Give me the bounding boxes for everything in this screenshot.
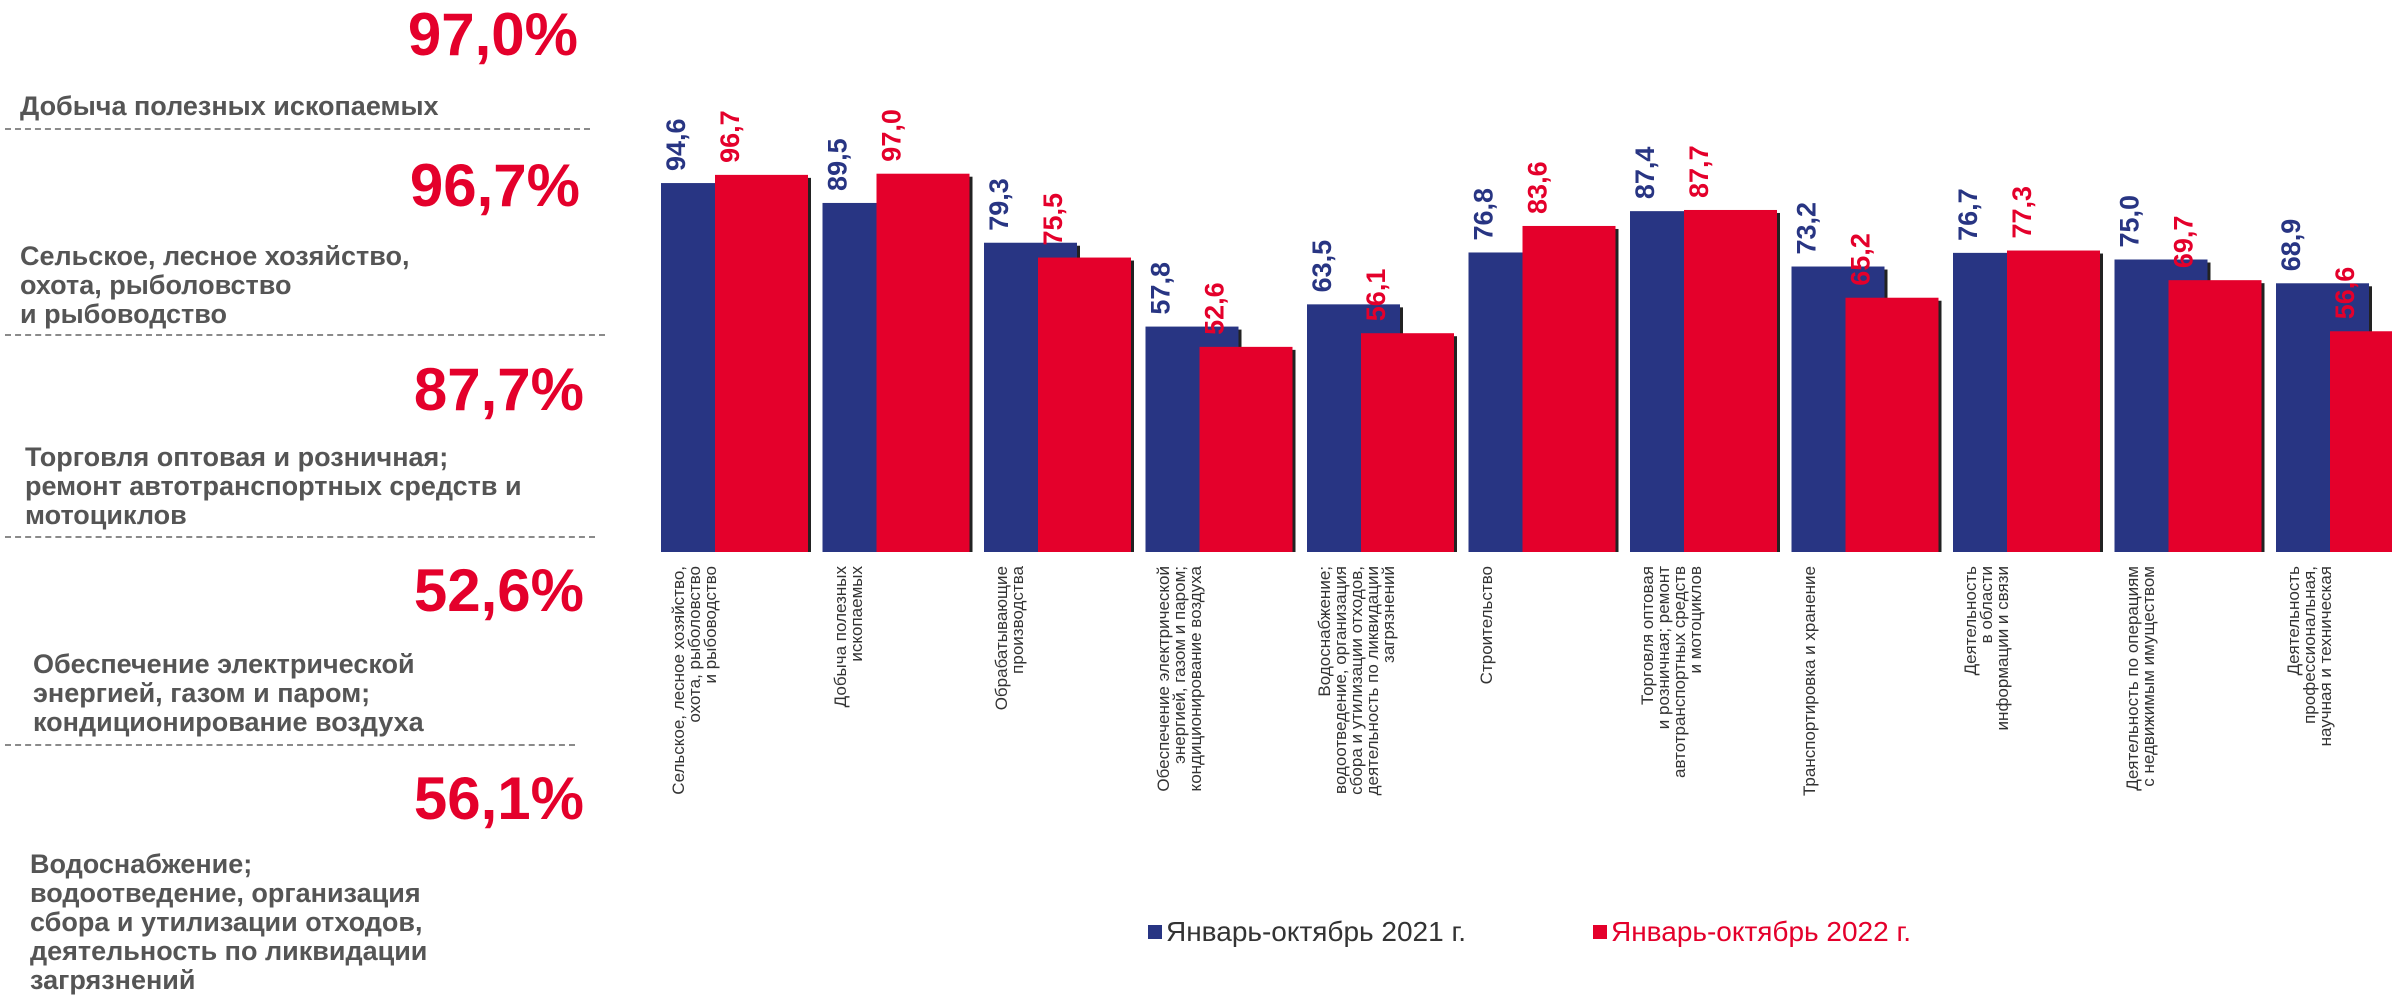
dashed-divider xyxy=(5,536,595,538)
legend-label: Январь-октябрь 2021 г. xyxy=(1166,916,1467,947)
bar-2022 xyxy=(876,173,970,552)
data-label: 75,5 xyxy=(1038,193,1068,246)
category-label: Водоснабжение; водоотведение, организаци… xyxy=(1315,566,1398,796)
dashed-divider xyxy=(5,128,590,130)
ranking-percent: 56,1% xyxy=(413,765,584,832)
data-label: 68,9 xyxy=(2276,219,2306,272)
data-label: 79,3 xyxy=(984,178,1014,231)
data-label: 97,0 xyxy=(877,109,907,162)
data-label: 83,6 xyxy=(1523,161,1553,214)
ranking-panel: 97,0% Добыча полезных ископаемых 96,7% С… xyxy=(0,0,605,995)
dashed-divider xyxy=(5,334,605,336)
bar-2022 xyxy=(1684,209,1777,552)
data-label: 56,1 xyxy=(1361,269,1391,322)
bar-2022 xyxy=(2007,250,2100,552)
data-label: 87,4 xyxy=(1630,147,1660,200)
data-label: 87,7 xyxy=(1684,145,1714,198)
category-label: Добыча полезных ископаемых xyxy=(830,566,866,708)
data-label: 96,7 xyxy=(715,110,745,163)
data-label: 76,8 xyxy=(1469,188,1499,241)
category-label: Деятельность по операциям с недвижимым и… xyxy=(2122,566,2158,791)
dashed-divider xyxy=(5,744,575,746)
data-label: 56,6 xyxy=(2330,267,2360,320)
data-label: 94,6 xyxy=(661,118,691,171)
bar-2022 xyxy=(1522,225,1616,552)
ranking-percent: 52,6% xyxy=(413,557,584,624)
data-label: 63,5 xyxy=(1307,240,1337,293)
data-label: 52,6 xyxy=(1200,282,1230,335)
category-label: Деятельность профессиональная, научная и… xyxy=(2284,566,2335,747)
data-label: 89,5 xyxy=(823,138,853,191)
ranking-percent: 96,7% xyxy=(409,152,580,219)
category-label: Обрабатывающие производства xyxy=(992,566,1027,711)
category-label: Строительство xyxy=(1476,566,1496,685)
data-label: 65,2 xyxy=(1846,233,1876,286)
data-label: 76,7 xyxy=(1953,188,1983,241)
legend-swatch xyxy=(1148,925,1162,939)
bar-2022 xyxy=(1038,257,1131,552)
data-label: 73,2 xyxy=(1792,202,1822,255)
data-label: 69,7 xyxy=(2169,216,2199,269)
ranking-label: Обеспечение электрической энергией, газо… xyxy=(33,649,424,737)
ranking-label: Торговля оптовая и розничная; ремонт авт… xyxy=(25,442,522,530)
bar-2022 xyxy=(1845,297,1939,552)
bar-2022 xyxy=(1361,333,1454,552)
bar-2022 xyxy=(715,174,808,552)
legend-item-2022: Январь-октябрь 2022 г. xyxy=(1593,912,1911,952)
bar-2022 xyxy=(1199,346,1293,552)
category-label: Транспортировка и хранение xyxy=(1799,566,1819,796)
ranking-label: Добыча полезных ископаемых xyxy=(20,91,439,121)
ranking-percent: 87,7% xyxy=(413,356,584,423)
legend-swatch xyxy=(1593,925,1607,939)
category-label: Торговля оптовая и розничная; ремонт авт… xyxy=(1638,566,1705,779)
legend-label: Январь-октябрь 2022 г. xyxy=(1611,916,1912,947)
bar-2022 xyxy=(2168,280,2262,552)
category-label: Сельское, лесное хозяйство, охота, рыбол… xyxy=(669,566,720,795)
category-label: Деятельность в области информации и связ… xyxy=(1961,566,2012,731)
bar-2022 xyxy=(2330,331,2392,552)
data-label: 77,3 xyxy=(2007,186,2037,239)
category-label: Обеспечение электрической энергией, газо… xyxy=(1153,566,1205,792)
data-label: 75,0 xyxy=(2115,195,2145,248)
ranking-percent: 97,0% xyxy=(407,1,578,68)
ranking-label: Сельское, лесное хозяйство, охота, рыбол… xyxy=(20,241,410,329)
data-label: 57,8 xyxy=(1146,262,1176,315)
legend-item-2021: Январь-октябрь 2021 г. xyxy=(1148,912,1466,952)
